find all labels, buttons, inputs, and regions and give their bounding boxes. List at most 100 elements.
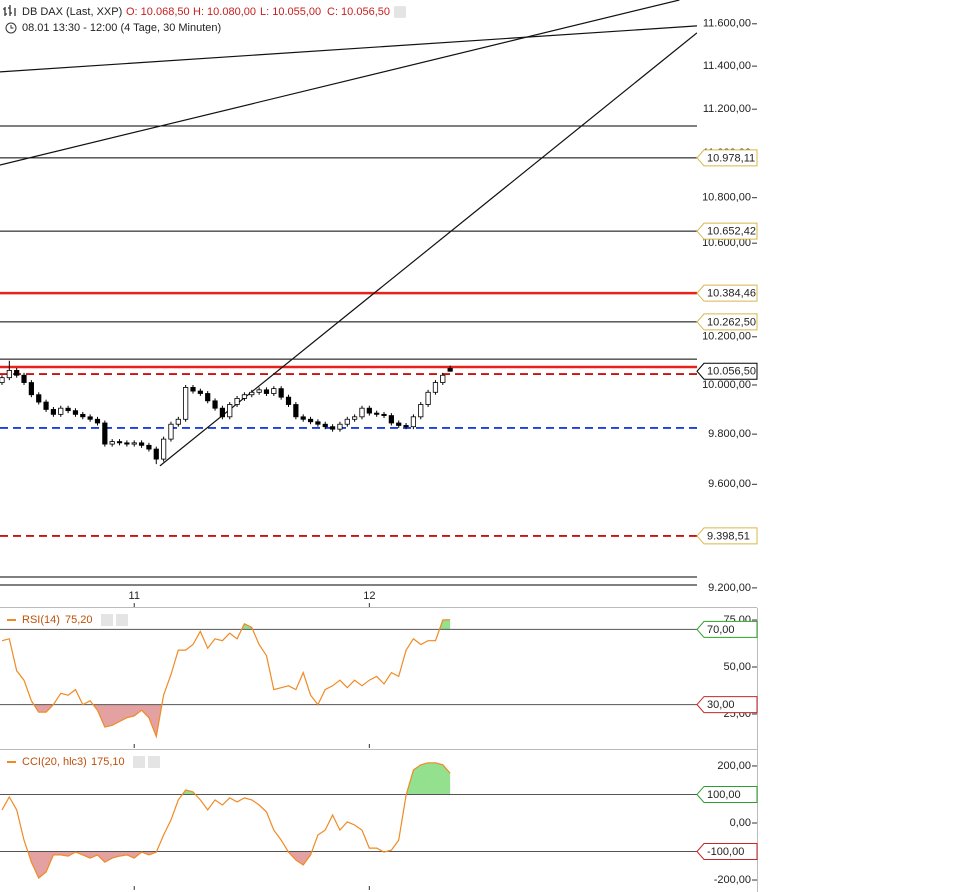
price-tag-label: 100,00 <box>707 789 741 801</box>
candle-body <box>403 425 409 428</box>
price-tag-label: 10.978,11 <box>707 152 755 164</box>
y-tick-label: 11.400,00 <box>703 60 751 72</box>
stat-low: L: 10.055,00 <box>260 6 321 18</box>
y-tick-label: 10.800,00 <box>702 192 751 204</box>
candle-body <box>381 413 387 416</box>
header: DB DAX (Last, XXP) O: 10.068,50 H: 10.08… <box>0 0 420 36</box>
candle-body <box>65 407 71 412</box>
clock-hand <box>10 25 14 29</box>
price-tag <box>696 313 758 331</box>
candle-body <box>271 388 277 394</box>
price-tag-label: 10.262,50 <box>707 316 756 328</box>
candle-body <box>131 442 137 445</box>
candle-body <box>418 404 424 418</box>
y-tick-label: 10.200,00 <box>702 331 751 343</box>
trend-line <box>0 0 680 166</box>
y-tick-label: 10.000,00 <box>702 379 751 391</box>
close-button[interactable] <box>116 614 128 626</box>
candle-body <box>285 396 292 405</box>
indicator-title: RSI(14) <box>22 614 60 626</box>
candle-body <box>227 404 233 418</box>
indicator-value: 75,20 <box>65 614 93 626</box>
price-tag <box>696 527 758 545</box>
y-tick-label: 50,00 <box>723 661 751 673</box>
candle-body <box>102 422 108 445</box>
candle-body <box>6 370 12 379</box>
y-tick-label: -200,00 <box>714 874 751 886</box>
candle-body <box>359 407 365 418</box>
price-tag-label: 9.398,51 <box>707 530 750 542</box>
price-tag-label: 70,00 <box>707 624 735 636</box>
chart-icon <box>3 5 16 16</box>
y-tick-label: 200,00 <box>717 760 751 772</box>
candle-body <box>175 418 181 425</box>
candle-body <box>219 407 225 418</box>
candle-body <box>256 389 262 393</box>
price-tag-label: 10.056,50 <box>707 366 756 378</box>
settings-button[interactable] <box>133 756 145 768</box>
x-tick-label: 12 <box>363 590 375 602</box>
candle-body <box>278 388 284 398</box>
price-tag <box>696 843 758 861</box>
price-tag-label: 30,00 <box>707 699 735 711</box>
candle-body <box>14 370 20 376</box>
candle-body <box>344 418 350 425</box>
candle-body <box>329 426 336 430</box>
candle-body <box>116 441 123 444</box>
candle-body <box>146 444 152 450</box>
candle-body <box>205 393 211 402</box>
candle-body <box>190 387 196 392</box>
price-tag <box>696 222 758 240</box>
candle-body <box>153 448 159 460</box>
price-tag-label: -100,00 <box>707 846 744 858</box>
zone-fill <box>1 704 451 737</box>
candle-body <box>366 407 372 414</box>
candle-body <box>263 389 270 394</box>
candle-body <box>161 438 167 460</box>
y-tick-label: 11.600,00 <box>703 18 751 30</box>
price-tag <box>696 696 758 714</box>
period: 08.01 13:30 - 12:00 (4 Tage, 30 Minuten) <box>22 22 221 34</box>
candle-body <box>94 418 101 424</box>
candle-body <box>168 423 174 440</box>
candle-body <box>138 442 145 446</box>
candle-body <box>322 423 328 428</box>
candle-body <box>388 415 394 424</box>
price-tag <box>696 620 758 638</box>
y-tick-label: 10.600,00 <box>702 237 751 249</box>
clock-icon <box>5 22 17 34</box>
indicator-value: 175,10 <box>91 756 125 768</box>
price-tag <box>696 149 758 167</box>
y-tick-label: 0,00 <box>730 817 751 829</box>
candle-body <box>241 394 248 399</box>
candle-body <box>87 416 93 420</box>
indicator-title: CCI(20, hlc3) <box>22 756 87 768</box>
close-button[interactable] <box>148 756 160 768</box>
candle-body <box>234 397 240 405</box>
zone-fill <box>182 762 451 795</box>
price-tag <box>696 785 758 803</box>
plot-layer: 9.200,009.400,009.600,009.800,0010.000,0… <box>0 0 758 890</box>
candle-body <box>293 404 299 418</box>
candle-body <box>432 382 439 393</box>
candle-body <box>109 441 115 445</box>
candle-body <box>249 391 255 396</box>
candle-body <box>58 407 64 415</box>
candle-body <box>36 394 42 403</box>
indicator-line <box>1 762 451 879</box>
stat-open: O: 10.068,50 <box>126 6 190 18</box>
y-tick-label: 11.200,00 <box>703 103 751 115</box>
settings-button[interactable] <box>394 6 406 18</box>
candle-body <box>307 418 314 423</box>
x-tick-label: 11 <box>129 590 140 602</box>
candle-body <box>440 374 446 383</box>
candle-body <box>21 374 27 383</box>
settings-button[interactable] <box>101 614 113 626</box>
candle-body <box>447 367 453 372</box>
candle-body <box>425 391 431 405</box>
candle-body <box>43 401 49 410</box>
rsi-header: RSI(14) 75,20 CCI(20, hlc3) 175,10 <box>7 614 160 768</box>
candle-body <box>315 421 321 425</box>
plot-area <box>0 0 697 586</box>
